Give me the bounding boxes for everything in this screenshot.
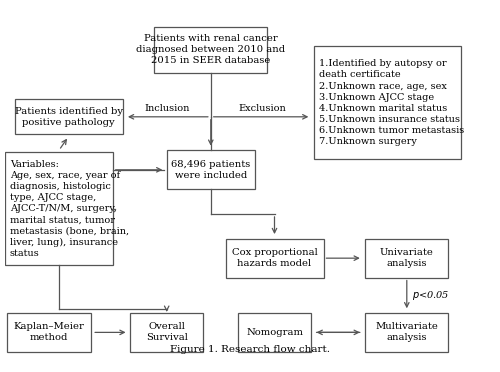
- FancyBboxPatch shape: [8, 313, 91, 352]
- FancyBboxPatch shape: [154, 27, 267, 73]
- Text: Univariate
analysis: Univariate analysis: [380, 248, 434, 268]
- Text: Patients identified by
positive pathology: Patients identified by positive patholog…: [14, 107, 122, 127]
- FancyBboxPatch shape: [15, 99, 122, 134]
- FancyBboxPatch shape: [130, 313, 204, 352]
- FancyBboxPatch shape: [5, 152, 113, 265]
- Text: Patients with renal cancer
diagnosed between 2010 and
2015 in SEER database: Patients with renal cancer diagnosed bet…: [136, 34, 286, 65]
- FancyBboxPatch shape: [365, 313, 448, 352]
- Text: Exclusion: Exclusion: [238, 103, 286, 113]
- FancyBboxPatch shape: [226, 239, 324, 278]
- FancyBboxPatch shape: [238, 313, 311, 352]
- FancyBboxPatch shape: [365, 239, 448, 278]
- Text: Inclusion: Inclusion: [144, 103, 190, 113]
- Text: Figure 1. Research flow chart.: Figure 1. Research flow chart.: [170, 344, 330, 353]
- FancyBboxPatch shape: [166, 150, 255, 189]
- Text: Multivariate
analysis: Multivariate analysis: [376, 322, 438, 343]
- Text: Overall
Survival: Overall Survival: [146, 322, 188, 343]
- Text: 68,496 patients
were included: 68,496 patients were included: [171, 160, 250, 180]
- Text: $p$<0.05: $p$<0.05: [412, 289, 449, 302]
- FancyBboxPatch shape: [314, 46, 460, 159]
- Text: Variables:
Age, sex, race, year of
diagnosis, histologic
type, AJCC stage,
AJCC-: Variables: Age, sex, race, year of diagn…: [10, 160, 129, 258]
- Text: Kaplan–Meier
method: Kaplan–Meier method: [14, 322, 85, 343]
- Text: Cox proportional
hazards model: Cox proportional hazards model: [232, 248, 318, 268]
- Text: 1.Identified by autopsy or
death certificate
2.Unknown race, age, sex
3.Unknown : 1.Identified by autopsy or death certifi…: [318, 59, 464, 146]
- Text: Nomogram: Nomogram: [246, 328, 303, 337]
